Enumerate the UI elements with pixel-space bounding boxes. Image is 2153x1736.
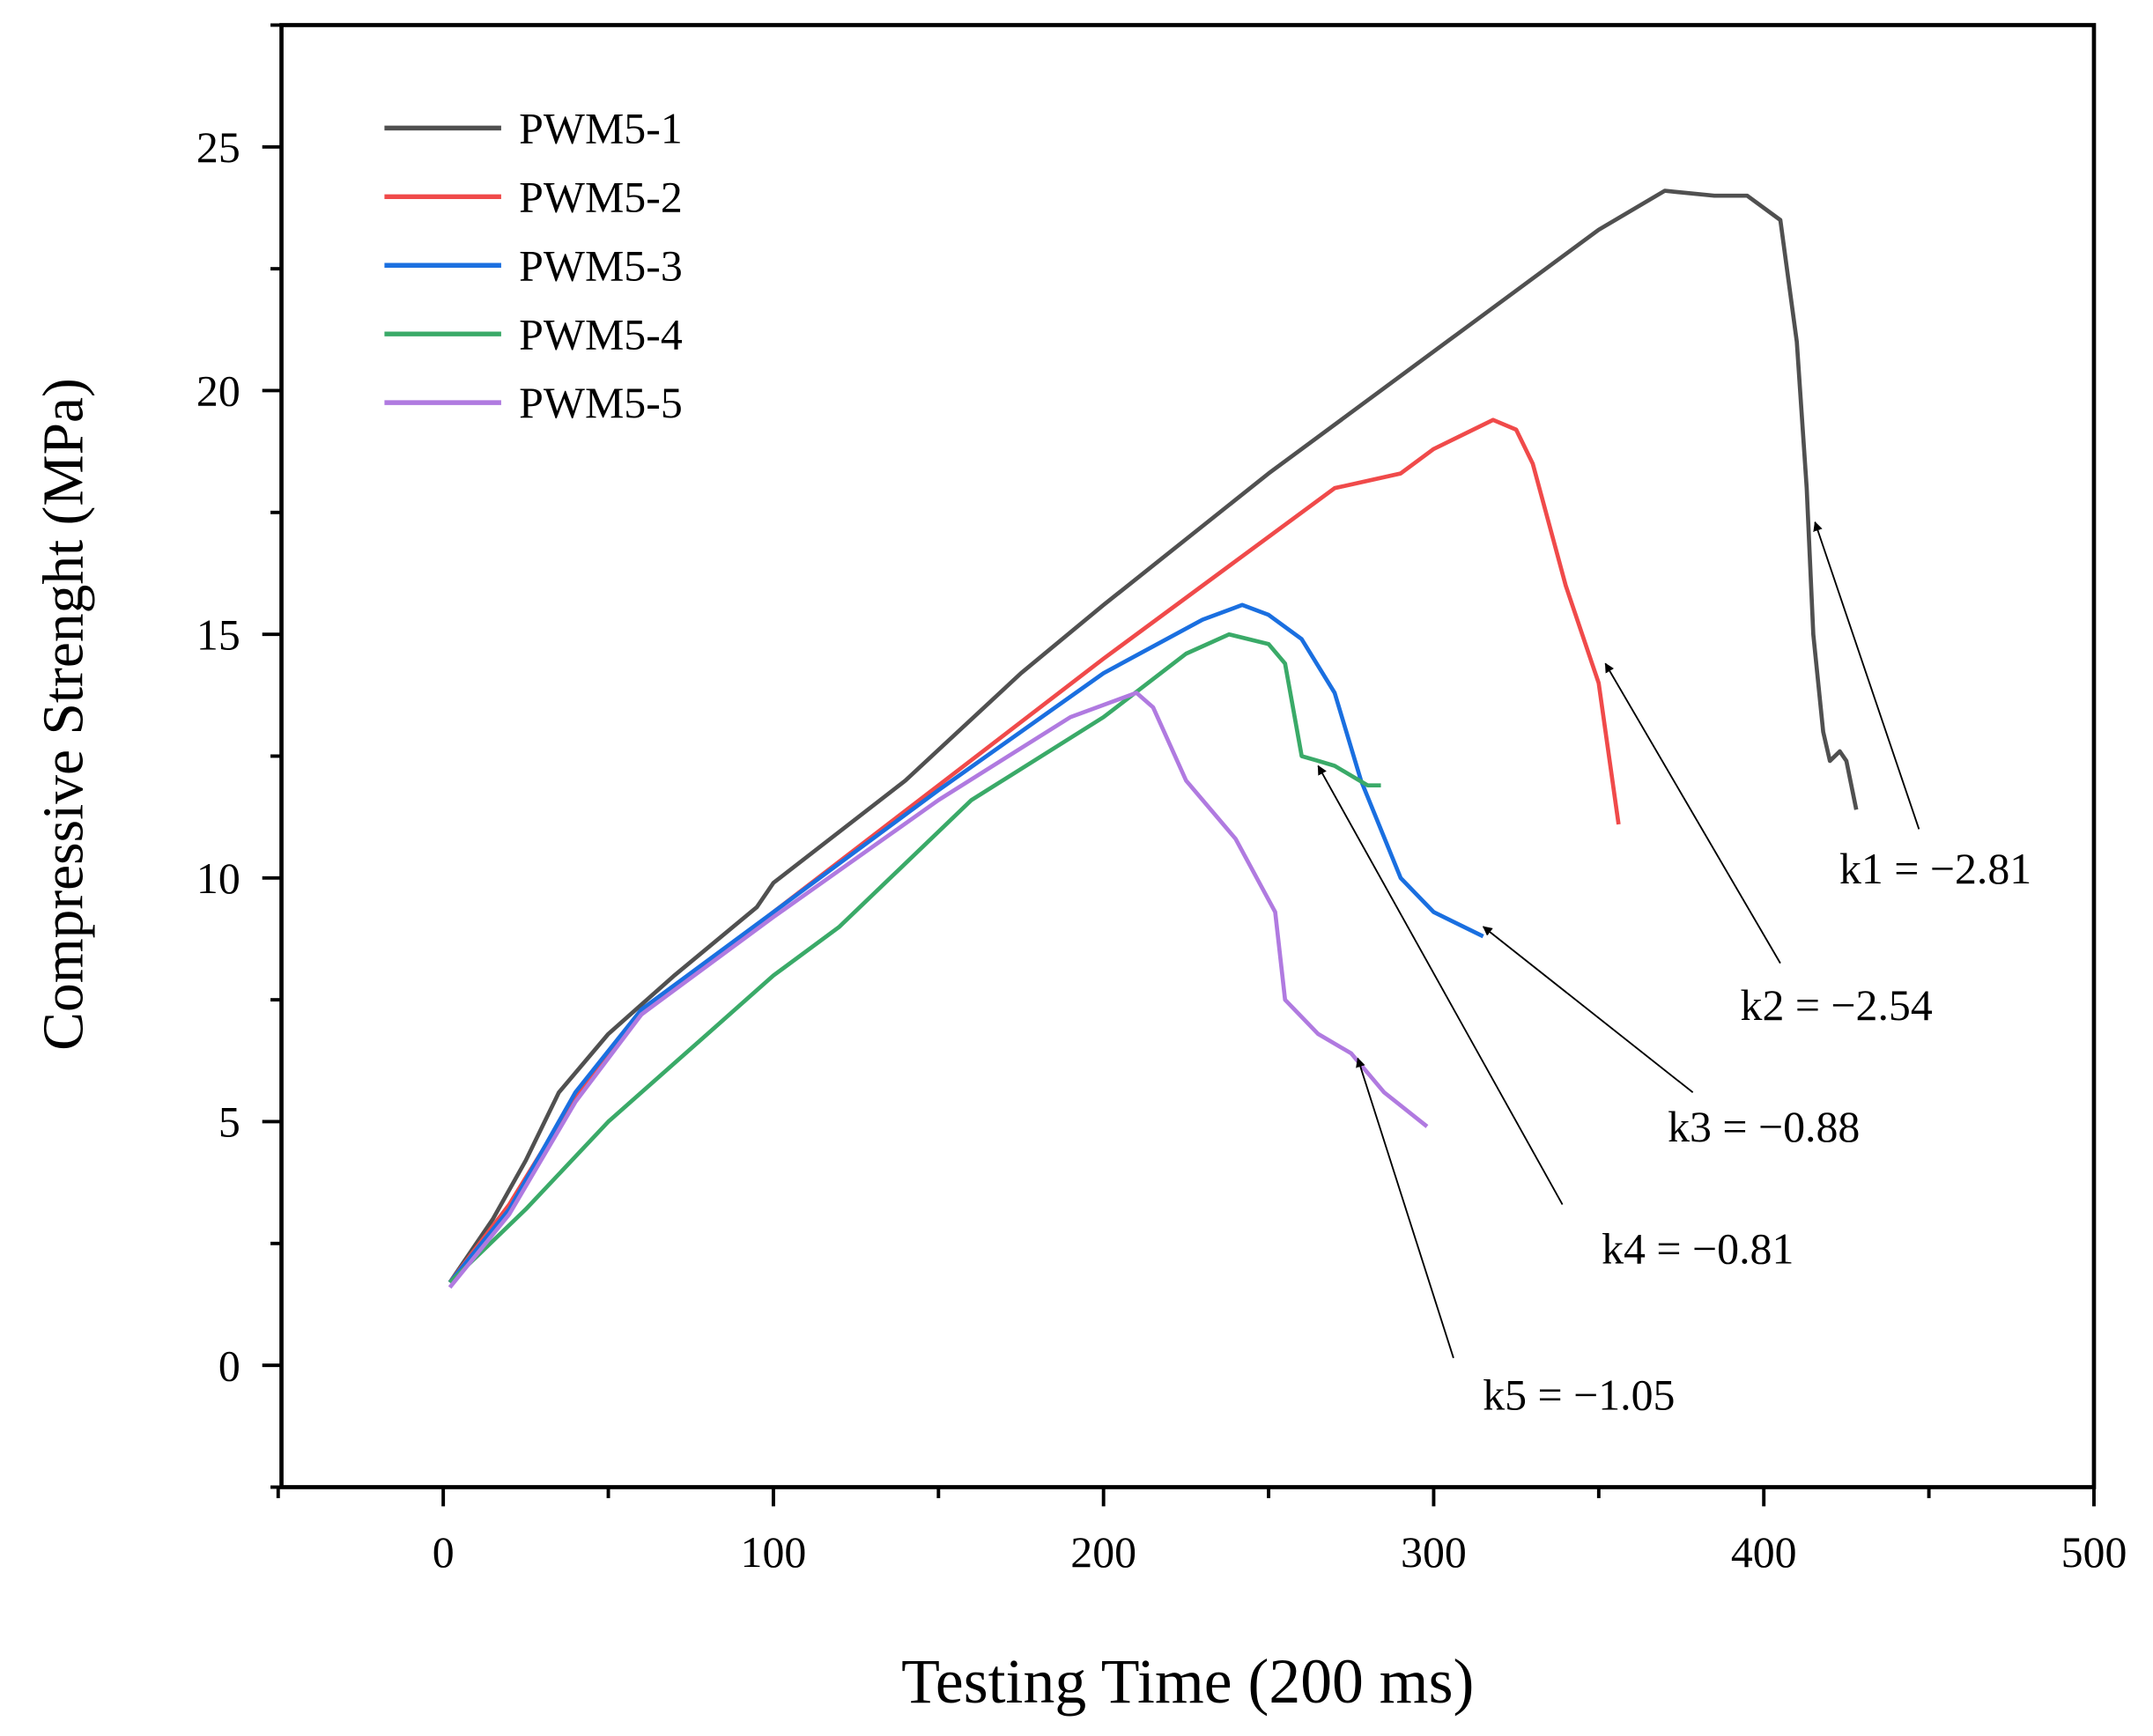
x-tick-label: 0 (433, 1528, 455, 1577)
annotation-arrow (1483, 926, 1694, 1093)
legend-label: PWM5-5 (519, 379, 683, 427)
y-tick-label: 25 (196, 123, 240, 172)
legend-label: PWM5-2 (519, 173, 683, 221)
y-tick-label: 20 (196, 367, 240, 416)
x-axis-label: Testing Time (200 ms) (901, 1646, 1474, 1717)
y-tick-label: 10 (196, 854, 240, 903)
y-axis-label: Compressive Strenght (MPa) (33, 378, 96, 1051)
x-tick-label: 100 (741, 1528, 807, 1577)
slope-annotation-label: k5 = −1.05 (1483, 1370, 1675, 1419)
series-line-pwm5-4 (448, 632, 1381, 1284)
axis-layer: 0 100 200 300 400 500 0 5 10 15 20 25 (196, 23, 2127, 1577)
series-line-pwm5-1 (448, 188, 1859, 1284)
x-tick-label: 300 (1401, 1528, 1467, 1577)
slope-annotation-label: k3 = −0.88 (1668, 1103, 1860, 1151)
legend-label: PWM5-1 (519, 105, 683, 153)
x-tick-label: 200 (1070, 1528, 1136, 1577)
y-tick-label: 15 (196, 610, 240, 659)
legend-label: PWM5-4 (519, 310, 683, 358)
y-tick-label: 0 (218, 1341, 240, 1390)
slope-annotation-label: k4 = −0.81 (1602, 1224, 1794, 1273)
slope-annotation-label: k1 = −2.81 (1839, 845, 2031, 893)
annotation-layer: k1 = −2.81 k2 = −2.54 k3 = −0.88 k4 = −0.81… (1317, 522, 2031, 1419)
annotation-arrow (1815, 522, 1920, 830)
series-line-pwm5-5 (448, 691, 1429, 1289)
slope-annotation-label: k2 = −2.54 (1741, 981, 1933, 1030)
annotation-arrow (1317, 766, 1564, 1205)
legend-label: PWM5-3 (519, 241, 683, 290)
series-line-pwm5-3 (448, 602, 1484, 1284)
annotation-arrow (1358, 1059, 1454, 1359)
annotation-arrow (1604, 663, 1781, 964)
y-tick-label: 5 (218, 1098, 240, 1147)
x-tick-label: 500 (2061, 1528, 2127, 1577)
legend: PWM5-1 PWM5-2 PWM5-3 PWM5-4 PWM5-5 (384, 105, 683, 427)
plot-frame (279, 23, 2097, 1489)
x-tick-label: 400 (1731, 1528, 1797, 1577)
series-layer (448, 188, 1859, 1289)
series-line-pwm5-2 (448, 417, 1621, 1284)
